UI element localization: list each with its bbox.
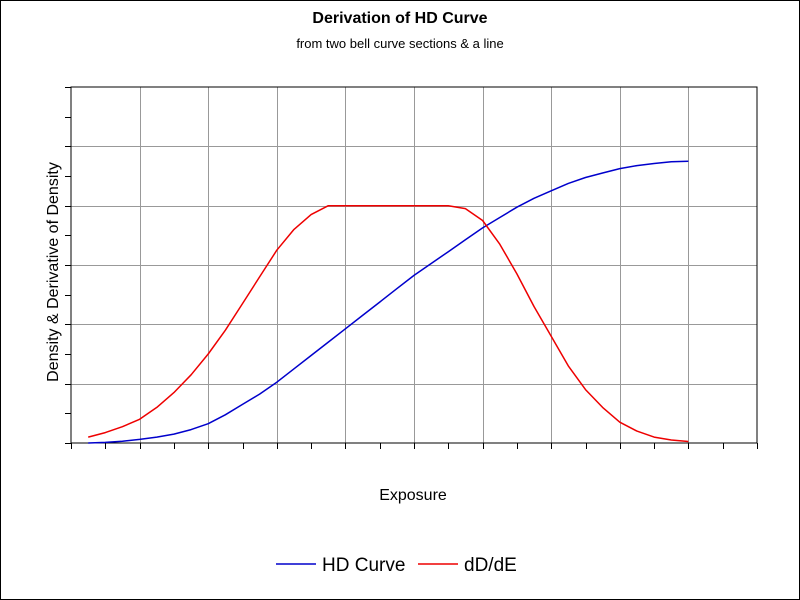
chart-title: Derivation of HD Curve — [312, 10, 488, 27]
legend-label-hd-curve: HD Curve — [322, 555, 405, 576]
axis-ticks — [65, 87, 758, 449]
series-layer — [88, 160, 689, 444]
series-line-dd-de — [88, 204, 689, 443]
grid-lines — [71, 87, 757, 443]
legend-label-dd-de: dD/dE — [464, 555, 517, 576]
x-axis-label: Exposure — [379, 487, 447, 504]
chart-subtitle: from two bell curve sections & a line — [296, 36, 504, 51]
series-line-hd-curve — [88, 160, 689, 444]
plot-area-border — [70, 86, 758, 444]
legend: HD Curve dD/dE — [276, 555, 517, 576]
y-axis-label: Density & Derivative of Density — [45, 162, 62, 382]
